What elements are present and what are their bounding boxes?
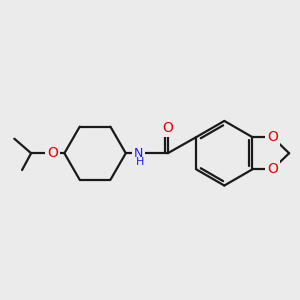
Text: O: O bbox=[267, 130, 278, 144]
Text: N: N bbox=[134, 147, 143, 160]
Text: H: H bbox=[136, 157, 145, 167]
Text: O: O bbox=[47, 146, 58, 160]
Text: O: O bbox=[162, 121, 173, 135]
Text: O: O bbox=[267, 162, 278, 176]
